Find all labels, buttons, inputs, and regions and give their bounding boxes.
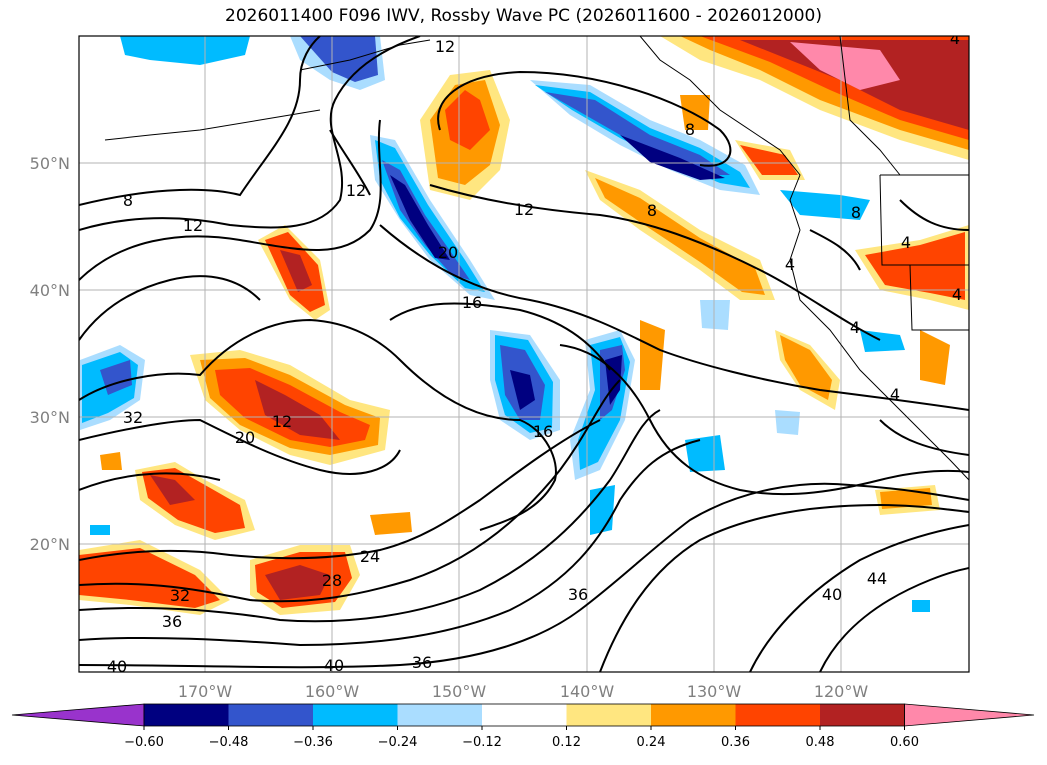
colorbar: −0.60 −0.48 −0.36 −0.24 −0.12 0.12 0.24 0.36 0.4… bbox=[11, 703, 1035, 750]
lon-label-140w: 140°W bbox=[560, 682, 615, 701]
colorbar-extend-low bbox=[11, 703, 145, 727]
contour-label: 12 bbox=[272, 412, 292, 431]
contour-label: 8 bbox=[851, 203, 861, 222]
longitude-labels: 170°W 160°W 150°W 140°W 130°W 120°W bbox=[178, 682, 869, 701]
graticule bbox=[79, 36, 969, 672]
lat-label-40n: 40°N bbox=[30, 281, 70, 300]
contour-label: 24 bbox=[360, 547, 380, 566]
colorbar-tick-label: 0.12 bbox=[552, 735, 581, 750]
contour-label: 8 bbox=[123, 191, 133, 210]
lon-label-170w: 170°W bbox=[178, 682, 233, 701]
map-title: 2026011400 F096 IWV, Rossby Wave PC (202… bbox=[225, 6, 822, 26]
lon-label-120w: 120°W bbox=[814, 682, 869, 701]
colorbar-tick-label: −0.24 bbox=[378, 735, 418, 750]
contour-label: 4 bbox=[850, 318, 860, 337]
colorbar-segment bbox=[313, 704, 398, 726]
contour-label: 20 bbox=[235, 428, 255, 447]
contour-label: 4 bbox=[901, 233, 911, 252]
contour-label: 12 bbox=[435, 37, 455, 56]
lat-label-50n: 50°N bbox=[30, 154, 70, 173]
contour-label: 36 bbox=[162, 612, 182, 631]
lon-label-150w: 150°W bbox=[432, 682, 487, 701]
contour-label: 16 bbox=[462, 293, 482, 312]
contour-label: 20 bbox=[438, 243, 458, 262]
colorbar-segment bbox=[397, 704, 483, 726]
colorbar-segment bbox=[482, 704, 567, 726]
contour-label: 12 bbox=[346, 181, 366, 200]
contour-label: 40 bbox=[324, 656, 344, 675]
colorbar-tick-label: −0.60 bbox=[124, 735, 164, 750]
lon-label-160w: 160°W bbox=[305, 682, 360, 701]
contour-label: 4 bbox=[890, 385, 900, 404]
colorbar-extend-high bbox=[904, 703, 1035, 727]
contour-label: 4 bbox=[950, 29, 960, 48]
colorbar-segment bbox=[228, 704, 314, 726]
colorbar-segment bbox=[144, 704, 229, 726]
map-border bbox=[78, 35, 970, 673]
colorbar-tick-label: 0.36 bbox=[721, 735, 750, 750]
iwv-contours bbox=[79, 36, 969, 672]
contour-label: 8 bbox=[647, 201, 657, 220]
contour-label: 12 bbox=[514, 200, 534, 219]
colorbar-segment bbox=[566, 704, 652, 726]
contour-label: 4 bbox=[785, 255, 795, 274]
contour-label-group: 12 8 12 12 12 8 8 20 16 4 4 8 4 4 4 32 1… bbox=[107, 29, 962, 676]
lon-label-130w: 130°W bbox=[687, 682, 742, 701]
positive-anomaly-shading bbox=[79, 36, 969, 615]
contour-label: 12 bbox=[183, 216, 203, 235]
colorbar-tick-label: −0.12 bbox=[462, 735, 502, 750]
colorbar-tick-label: −0.48 bbox=[209, 735, 249, 750]
contour-label: 36 bbox=[568, 585, 588, 604]
colorbar-tick-label: 0.24 bbox=[637, 735, 666, 750]
lat-label-30n: 30°N bbox=[30, 408, 70, 427]
contour-label: 40 bbox=[107, 657, 127, 676]
contour-label: 40 bbox=[822, 585, 842, 604]
colorbar-tick-label: 0.60 bbox=[890, 735, 919, 750]
contour-label: 36 bbox=[412, 653, 432, 672]
colorbar-tick-label: −0.36 bbox=[293, 735, 333, 750]
contour-label: 32 bbox=[170, 586, 190, 605]
contour-label: 8 bbox=[685, 120, 695, 139]
colorbar-border bbox=[143, 703, 905, 727]
coastlines bbox=[104, 36, 969, 481]
contour-label: 16 bbox=[533, 422, 553, 441]
colorbar-segment bbox=[735, 704, 821, 726]
contour-label: 32 bbox=[123, 408, 143, 427]
colorbar-tick-label: 0.48 bbox=[806, 735, 835, 750]
colorbar-segment bbox=[651, 704, 736, 726]
contour-label: 44 bbox=[867, 569, 887, 588]
latitude-labels: 50°N 40°N 30°N 20°N bbox=[30, 154, 70, 554]
contour-label: 28 bbox=[322, 571, 342, 590]
lat-label-20n: 20°N bbox=[30, 535, 70, 554]
contour-label: 4 bbox=[952, 285, 962, 304]
colorbar-segment bbox=[820, 704, 905, 726]
